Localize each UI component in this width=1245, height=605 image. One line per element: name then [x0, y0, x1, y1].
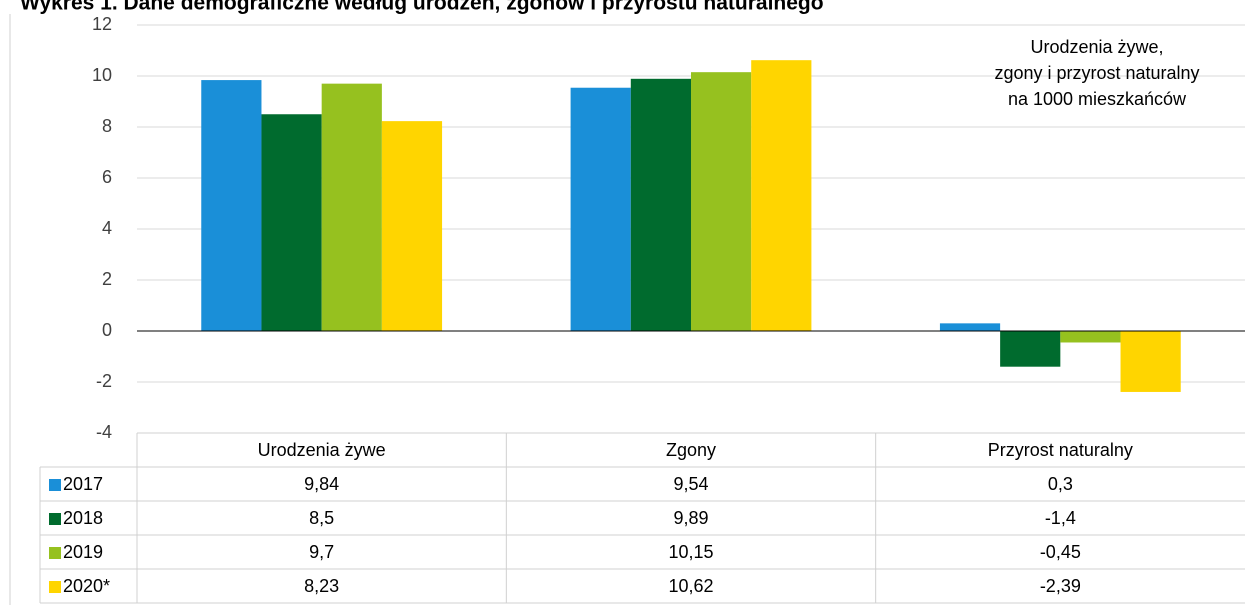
- y-tick-label: 2: [102, 269, 112, 289]
- y-tick-label: -2: [96, 371, 112, 391]
- legend-swatch: [49, 581, 61, 593]
- table-value: 8,5: [309, 508, 334, 528]
- table-header: Przyrost naturalny: [988, 440, 1133, 460]
- table-value: 9,84: [304, 474, 339, 494]
- y-tick-label: 8: [102, 116, 112, 136]
- y-tick-label: 0: [102, 320, 112, 340]
- table-value: 9,7: [309, 542, 334, 562]
- legend-label: 2018: [63, 508, 103, 528]
- table-value: 0,3: [1048, 474, 1073, 494]
- table-header: Urodzenia żywe: [258, 440, 386, 460]
- annotation: na 1000 mieszkańców: [1008, 89, 1187, 109]
- bar: [261, 114, 322, 331]
- legend-swatch: [49, 513, 61, 525]
- legend-label: 2019: [63, 542, 103, 562]
- bar: [1000, 331, 1061, 367]
- y-tick-label: 6: [102, 167, 112, 187]
- table-value: 10,15: [668, 542, 713, 562]
- bar: [939, 323, 1001, 331]
- bar: [201, 80, 262, 331]
- bar: [630, 78, 691, 332]
- table-value: 9,54: [673, 474, 708, 494]
- bar: [381, 121, 443, 331]
- y-tick-label: 4: [102, 218, 112, 238]
- table-value: 10,62: [668, 576, 713, 596]
- table-value: -0,45: [1040, 542, 1081, 562]
- legend-swatch: [49, 547, 61, 559]
- bar: [751, 60, 812, 331]
- bar: [570, 87, 631, 331]
- table-header: Zgony: [666, 440, 716, 460]
- legend-label: 2020*: [63, 576, 110, 596]
- table-value: 8,23: [304, 576, 339, 596]
- y-tick-label: 10: [92, 65, 112, 85]
- annotation: zgony i przyrost naturalny: [994, 63, 1199, 83]
- y-tick-label: -4: [96, 422, 112, 442]
- table-value: -1,4: [1045, 508, 1076, 528]
- bar: [1120, 331, 1181, 392]
- bar: [691, 72, 752, 332]
- legend-swatch: [49, 479, 61, 491]
- y-tick-label: 12: [92, 14, 112, 34]
- chart-title: Wykres 1. Dane demograficzne według urod…: [20, 0, 824, 15]
- bar: [321, 83, 382, 332]
- table-value: -2,39: [1040, 576, 1081, 596]
- bar: [1060, 331, 1121, 343]
- table-value: 9,89: [673, 508, 708, 528]
- annotation: Urodzenia żywe,: [1030, 37, 1163, 57]
- legend-label: 2017: [63, 474, 103, 494]
